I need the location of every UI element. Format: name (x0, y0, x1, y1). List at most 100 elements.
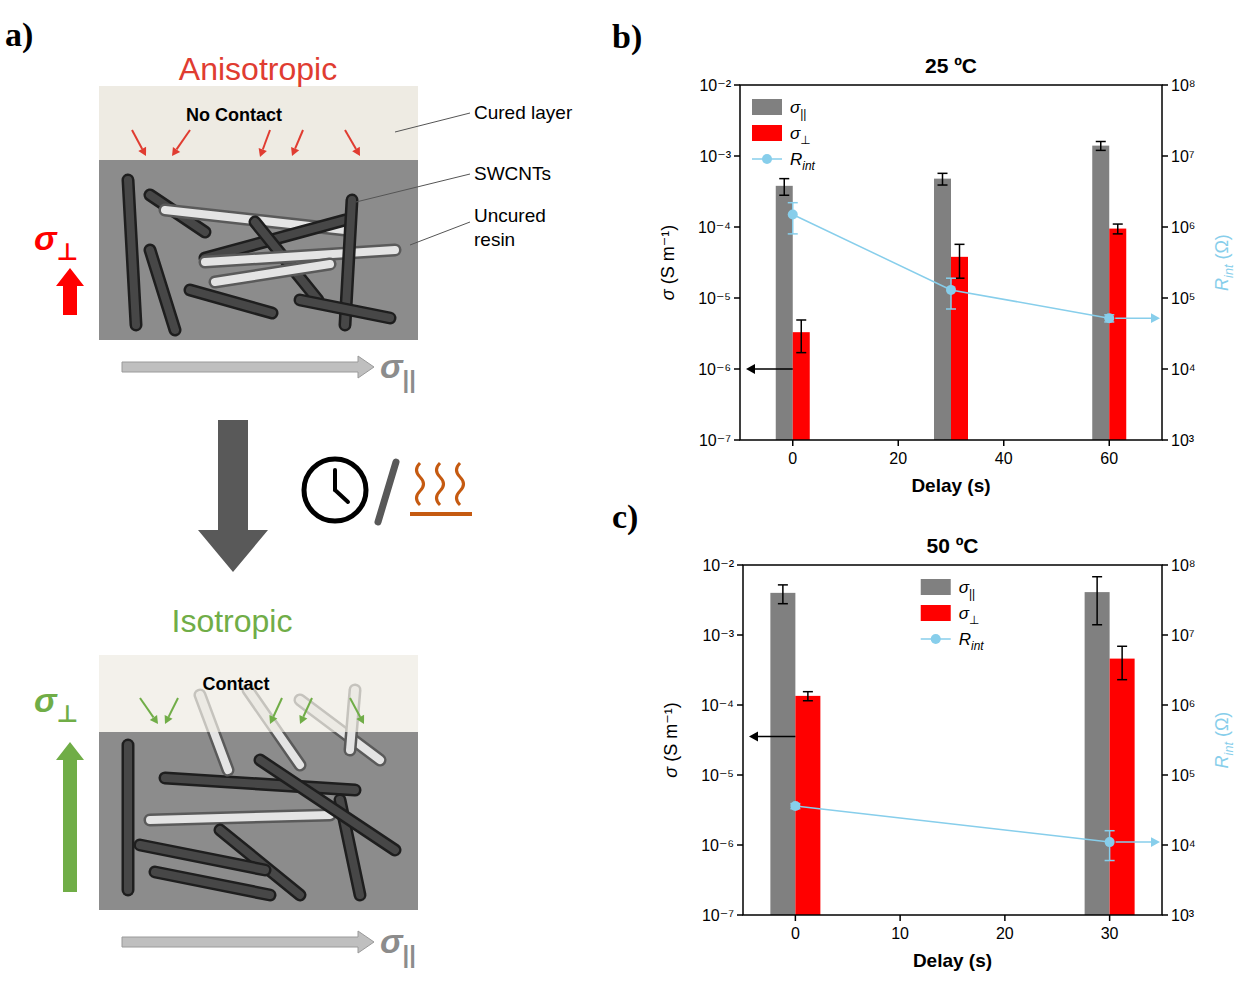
y2-tick-label: 10⁵ (1171, 767, 1195, 784)
error-bar (803, 692, 813, 701)
marker (946, 285, 956, 295)
error-bar (1092, 577, 1102, 625)
arrow-head (1151, 837, 1160, 847)
y2-tick-label: 10⁷ (1171, 627, 1195, 644)
arrow-shaft (345, 130, 356, 149)
contact-arrow (165, 698, 178, 724)
text-line: resin (474, 229, 515, 250)
error-cap (778, 603, 788, 605)
subscript: || (800, 107, 806, 121)
arrow-shaft (1116, 841, 1151, 843)
y2-tick (1162, 226, 1168, 228)
cnt-rod-outline (205, 250, 395, 262)
cnt-rod-outline (150, 815, 330, 820)
marker (790, 801, 800, 811)
y2-tick (1162, 155, 1168, 157)
symbol: σ (380, 922, 404, 960)
cured-layer (99, 86, 418, 160)
contact-arrow (259, 130, 270, 157)
arrow-head (299, 715, 307, 724)
y-axis-title: σ (S m⁻¹) (658, 225, 678, 300)
error-cap (938, 184, 948, 186)
cnt-group (128, 180, 395, 330)
cnt-rod-outline (300, 300, 390, 318)
heat-wave (457, 463, 464, 505)
cnt-rod (190, 290, 272, 313)
part-label: Cured layer (474, 102, 573, 123)
text-rest: (S m⁻¹) (661, 702, 681, 767)
y-tick-label: 10⁻⁶ (698, 361, 731, 378)
cnt-rod (165, 778, 355, 790)
x-tick (1109, 440, 1111, 446)
leader-line (410, 222, 470, 245)
legend-label: Rint (790, 150, 816, 173)
marker (1104, 313, 1114, 323)
resin-block (99, 655, 418, 910)
perp-arrow (56, 742, 84, 892)
error-bar (778, 585, 788, 604)
y-tick (734, 155, 740, 157)
legend-marker (762, 154, 772, 164)
error-cap (796, 319, 806, 321)
arrow-head (259, 148, 267, 157)
legend-entry: σ|| (752, 98, 806, 121)
contact-arrow (140, 698, 158, 724)
y-tick (737, 564, 743, 566)
arrow-head (150, 715, 158, 724)
series-line (793, 215, 1110, 319)
error-cap (1113, 233, 1123, 235)
error-cap (1105, 860, 1115, 862)
error-stem (784, 179, 786, 196)
subscript: ⊥ (57, 700, 79, 727)
chart-title: 50 ºC (926, 534, 978, 557)
chart-title: 25 ºC (925, 54, 977, 77)
y-tick-label: 10⁻⁵ (701, 767, 734, 784)
y2-tick-label: 10⁸ (1171, 557, 1196, 574)
error-cap (796, 352, 806, 354)
subscript: int (1222, 742, 1236, 756)
cnt-rod (260, 760, 395, 850)
error-cap (1096, 150, 1106, 152)
subscript: int (1222, 264, 1236, 278)
y-tick-label: 10⁻³ (699, 148, 731, 165)
sigma-label: σ⊥ (34, 681, 78, 727)
legend-patch (752, 99, 782, 115)
y2-tick (1162, 844, 1168, 846)
text-rest: (S m⁻¹) (658, 225, 678, 290)
subscript: int (971, 639, 984, 653)
error-bar (796, 320, 806, 353)
symbol: σ (34, 219, 58, 257)
chart-panel: c)50 ºC010203010⁻⁷10⁻⁶10⁻⁵10⁻⁴10⁻³10⁻²10… (612, 498, 1236, 971)
y-tick (734, 84, 740, 86)
y-tick (737, 914, 743, 916)
error-cap (1105, 830, 1115, 832)
y-tick-label: 10⁻⁴ (701, 697, 734, 714)
symbol: R (1212, 278, 1232, 291)
x-tick-label: 10 (891, 925, 909, 942)
contact-arrow (132, 130, 146, 156)
error-stem (782, 585, 784, 604)
y-tick (734, 368, 740, 370)
bar (951, 257, 968, 440)
legend-entry: σ⊥ (921, 604, 980, 627)
marker (788, 209, 798, 219)
arrow-head (138, 147, 146, 156)
arrow-head (291, 147, 299, 156)
y-tick (737, 634, 743, 636)
error-cap (779, 178, 789, 180)
error-bar (955, 244, 965, 278)
heat-icon (410, 463, 472, 514)
panel-letter: a) (5, 16, 33, 54)
y2-tick (1162, 564, 1168, 566)
x-tick-label: 40 (995, 450, 1013, 467)
symbol: R (1212, 755, 1232, 768)
panel-letter: c) (612, 498, 638, 536)
error-cap (779, 195, 789, 197)
subscript: ⊥ (57, 238, 79, 265)
legend-patch (752, 125, 782, 141)
axis-indicator-arrow (1115, 313, 1160, 323)
error-stem (1121, 646, 1123, 679)
arrow-shaft (132, 130, 142, 149)
contact-arrow (172, 130, 190, 156)
error-cap (1117, 646, 1127, 648)
